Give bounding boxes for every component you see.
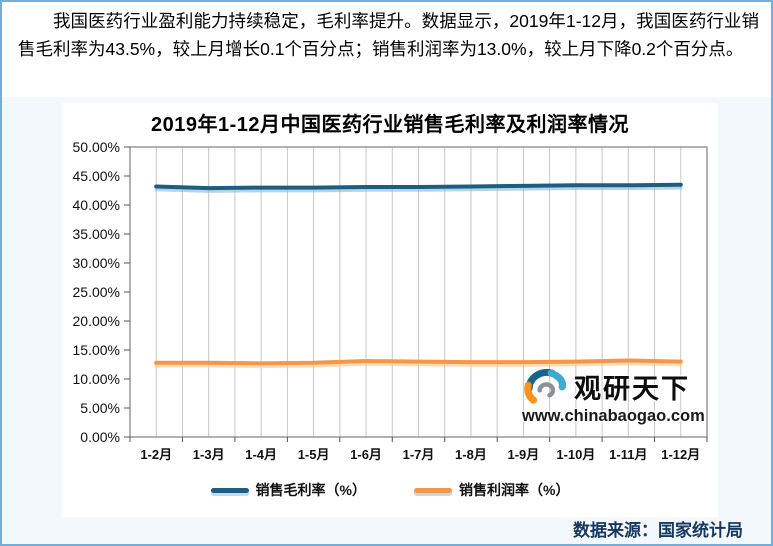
svg-text:1-11月: 1-11月: [609, 447, 647, 462]
svg-text:20.00%: 20.00%: [73, 313, 120, 329]
svg-text:5.00%: 5.00%: [80, 400, 120, 416]
chart-section: 2019年1-12月中国医药行业销售毛利率及利润率情况 0.00% 5.00% 10…: [2, 97, 771, 544]
svg-text:0.00%: 0.00%: [80, 429, 120, 445]
svg-text:50.00%: 50.00%: [73, 139, 120, 155]
legend-item-profit-margin: 销售利润率（%）: [414, 480, 569, 500]
chart-title: 2019年1-12月中国医药行业销售毛利率及利润率情况: [150, 114, 630, 136]
svg-text:1-3月: 1-3月: [193, 447, 225, 462]
data-source-note: 数据来源：国家统计局: [573, 521, 743, 540]
line-chart: 0.00% 5.00% 10.00% 15.00% 20.00% 25.00% 30.00%…: [73, 139, 708, 462]
svg-text:1-10月: 1-10月: [556, 447, 595, 462]
gross-margin-line-swatch: [210, 487, 249, 493]
watermark: 观研天下 www.chinabaogao.com: [522, 366, 732, 426]
svg-text:30.00%: 30.00%: [73, 255, 120, 271]
profit-margin-line-swatch: [414, 487, 452, 493]
svg-text:1-5月: 1-5月: [298, 447, 330, 462]
svg-text:1-4月: 1-4月: [245, 447, 277, 462]
svg-text:15.00%: 15.00%: [73, 342, 120, 358]
svg-text:1-7月: 1-7月: [403, 447, 435, 462]
svg-text:1-9月: 1-9月: [508, 447, 540, 462]
svg-text:25.00%: 25.00%: [73, 284, 120, 300]
svg-text:1-6月: 1-6月: [350, 447, 382, 462]
legend-label: 销售利润率（%）: [459, 482, 570, 498]
chart-legend: 销售毛利率（%） 销售利润率（%）: [62, 480, 718, 500]
svg-text:1-2月: 1-2月: [140, 447, 172, 462]
chinabaogao-logo-icon: [524, 368, 566, 404]
svg-text:10.00%: 10.00%: [73, 371, 120, 387]
chart-container: 2019年1-12月中国医药行业销售毛利率及利润率情况 0.00% 5.00% 10…: [62, 103, 718, 517]
svg-text:45.00%: 45.00%: [73, 168, 120, 184]
svg-text:1-8月: 1-8月: [455, 447, 487, 462]
svg-text:35.00%: 35.00%: [73, 226, 120, 242]
svg-text:1-12月: 1-12月: [661, 447, 700, 462]
watermark-url: www.chinabaogao.com: [522, 407, 705, 425]
watermark-brand: 观研天下: [574, 373, 690, 404]
intro-paragraph: 我国医药行业盈利能力持续稳定，毛利率提升。数据显示，2019年1-12月，我国医…: [18, 11, 759, 59]
legend-label: 销售毛利率（%）: [255, 482, 366, 498]
legend-item-gross-margin: 销售毛利率（%）: [210, 480, 366, 500]
svg-text:40.00%: 40.00%: [73, 197, 120, 213]
